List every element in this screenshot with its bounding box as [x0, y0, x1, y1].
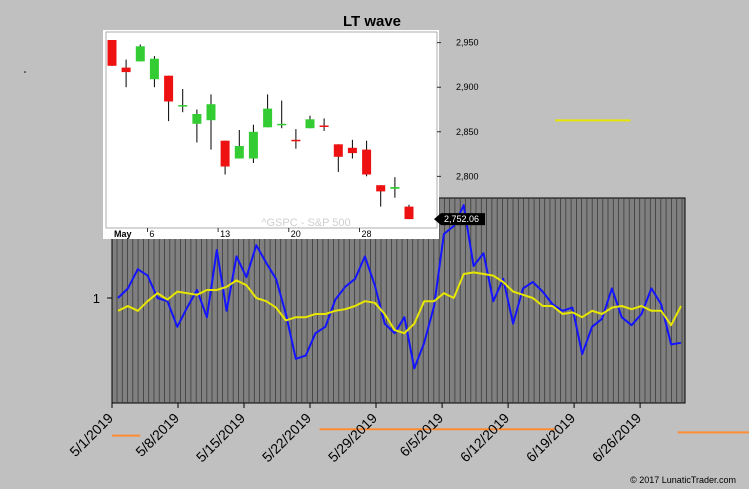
x-axis-date-ticks: 5/1/2019 5/8/2019 5/15/2019 5/22/2019 5/29/2…: [66, 403, 644, 465]
candle-body: [305, 119, 315, 129]
chart-title: LT wave: [343, 13, 401, 30]
candle-body: [263, 108, 273, 128]
last-price-label: 2,752.06: [444, 214, 479, 224]
candle-body: [248, 131, 258, 159]
inset-x-tick-label-2: 20: [291, 229, 301, 239]
candle-body: [390, 187, 400, 189]
inset-x-axis: 6 13 20 28: [146, 228, 372, 239]
candle-body: [333, 144, 343, 157]
price-inset: ^GSPC - S&P 500 2,950 2,900 2,850 2,800 6 13…: [103, 30, 485, 239]
candle-body: [149, 58, 159, 80]
candle-body: [234, 146, 244, 159]
inset-x-tick-label-3: 28: [362, 229, 372, 239]
inset-y-tick-label-2: 2,850: [456, 127, 479, 137]
date-tick-label-0: 5/1/2019: [66, 410, 116, 460]
oscillator-series-0: [117, 204, 682, 370]
inset-y-tick-label-1: 2,900: [456, 82, 479, 92]
date-tick-label-3: 5/22/2019: [259, 410, 315, 466]
candle-body: [319, 125, 329, 127]
date-tick-label-5: 6/5/2019: [396, 410, 446, 460]
date-tick-label-7: 6/19/2019: [523, 410, 579, 466]
candle-body: [347, 147, 357, 154]
candle-body: [291, 139, 301, 142]
inset-y-tick-label-0: 2,950: [456, 38, 479, 48]
candle-body: [121, 67, 131, 73]
inset-x-tick-label-1: 13: [220, 229, 230, 239]
candle-body: [376, 185, 386, 192]
candle-body: [135, 46, 145, 62]
date-tick-label-6: 6/12/2019: [457, 410, 513, 466]
candle-body: [192, 114, 202, 124]
date-tick-label-4: 5/29/2019: [325, 410, 381, 466]
candle-body: [404, 206, 414, 220]
inset-month-label: May: [114, 229, 132, 239]
candlesticks: [107, 40, 414, 220]
stray-dot: [24, 71, 26, 73]
candle-body: [220, 140, 230, 167]
inset-y-axis: 2,950 2,900 2,850 2,800: [437, 38, 479, 181]
candle-body: [277, 123, 287, 126]
candle-body: [107, 40, 117, 66]
inset-y-tick-label-3: 2,800: [456, 171, 479, 181]
inset-x-tick-label-0: 6: [149, 229, 154, 239]
y-axis-tick-1: 1: [93, 291, 100, 306]
oscillator-series-1: [117, 271, 682, 335]
candle-body: [178, 105, 188, 107]
oscillator-series: [117, 204, 682, 370]
copyright-text: © 2017 LunaticTrader.com: [630, 475, 736, 485]
last-price-marker: 2,752.06: [434, 213, 485, 226]
date-tick-label-8: 6/26/2019: [589, 410, 645, 466]
candle-body: [206, 104, 216, 121]
date-tick-label-2: 5/15/2019: [193, 410, 249, 466]
inset-watermark: ^GSPC - S&P 500: [261, 217, 350, 229]
candle-body: [164, 75, 174, 102]
inset-plot-area: [105, 31, 438, 229]
last-price-flag: [434, 213, 485, 226]
candle-body: [362, 149, 372, 175]
